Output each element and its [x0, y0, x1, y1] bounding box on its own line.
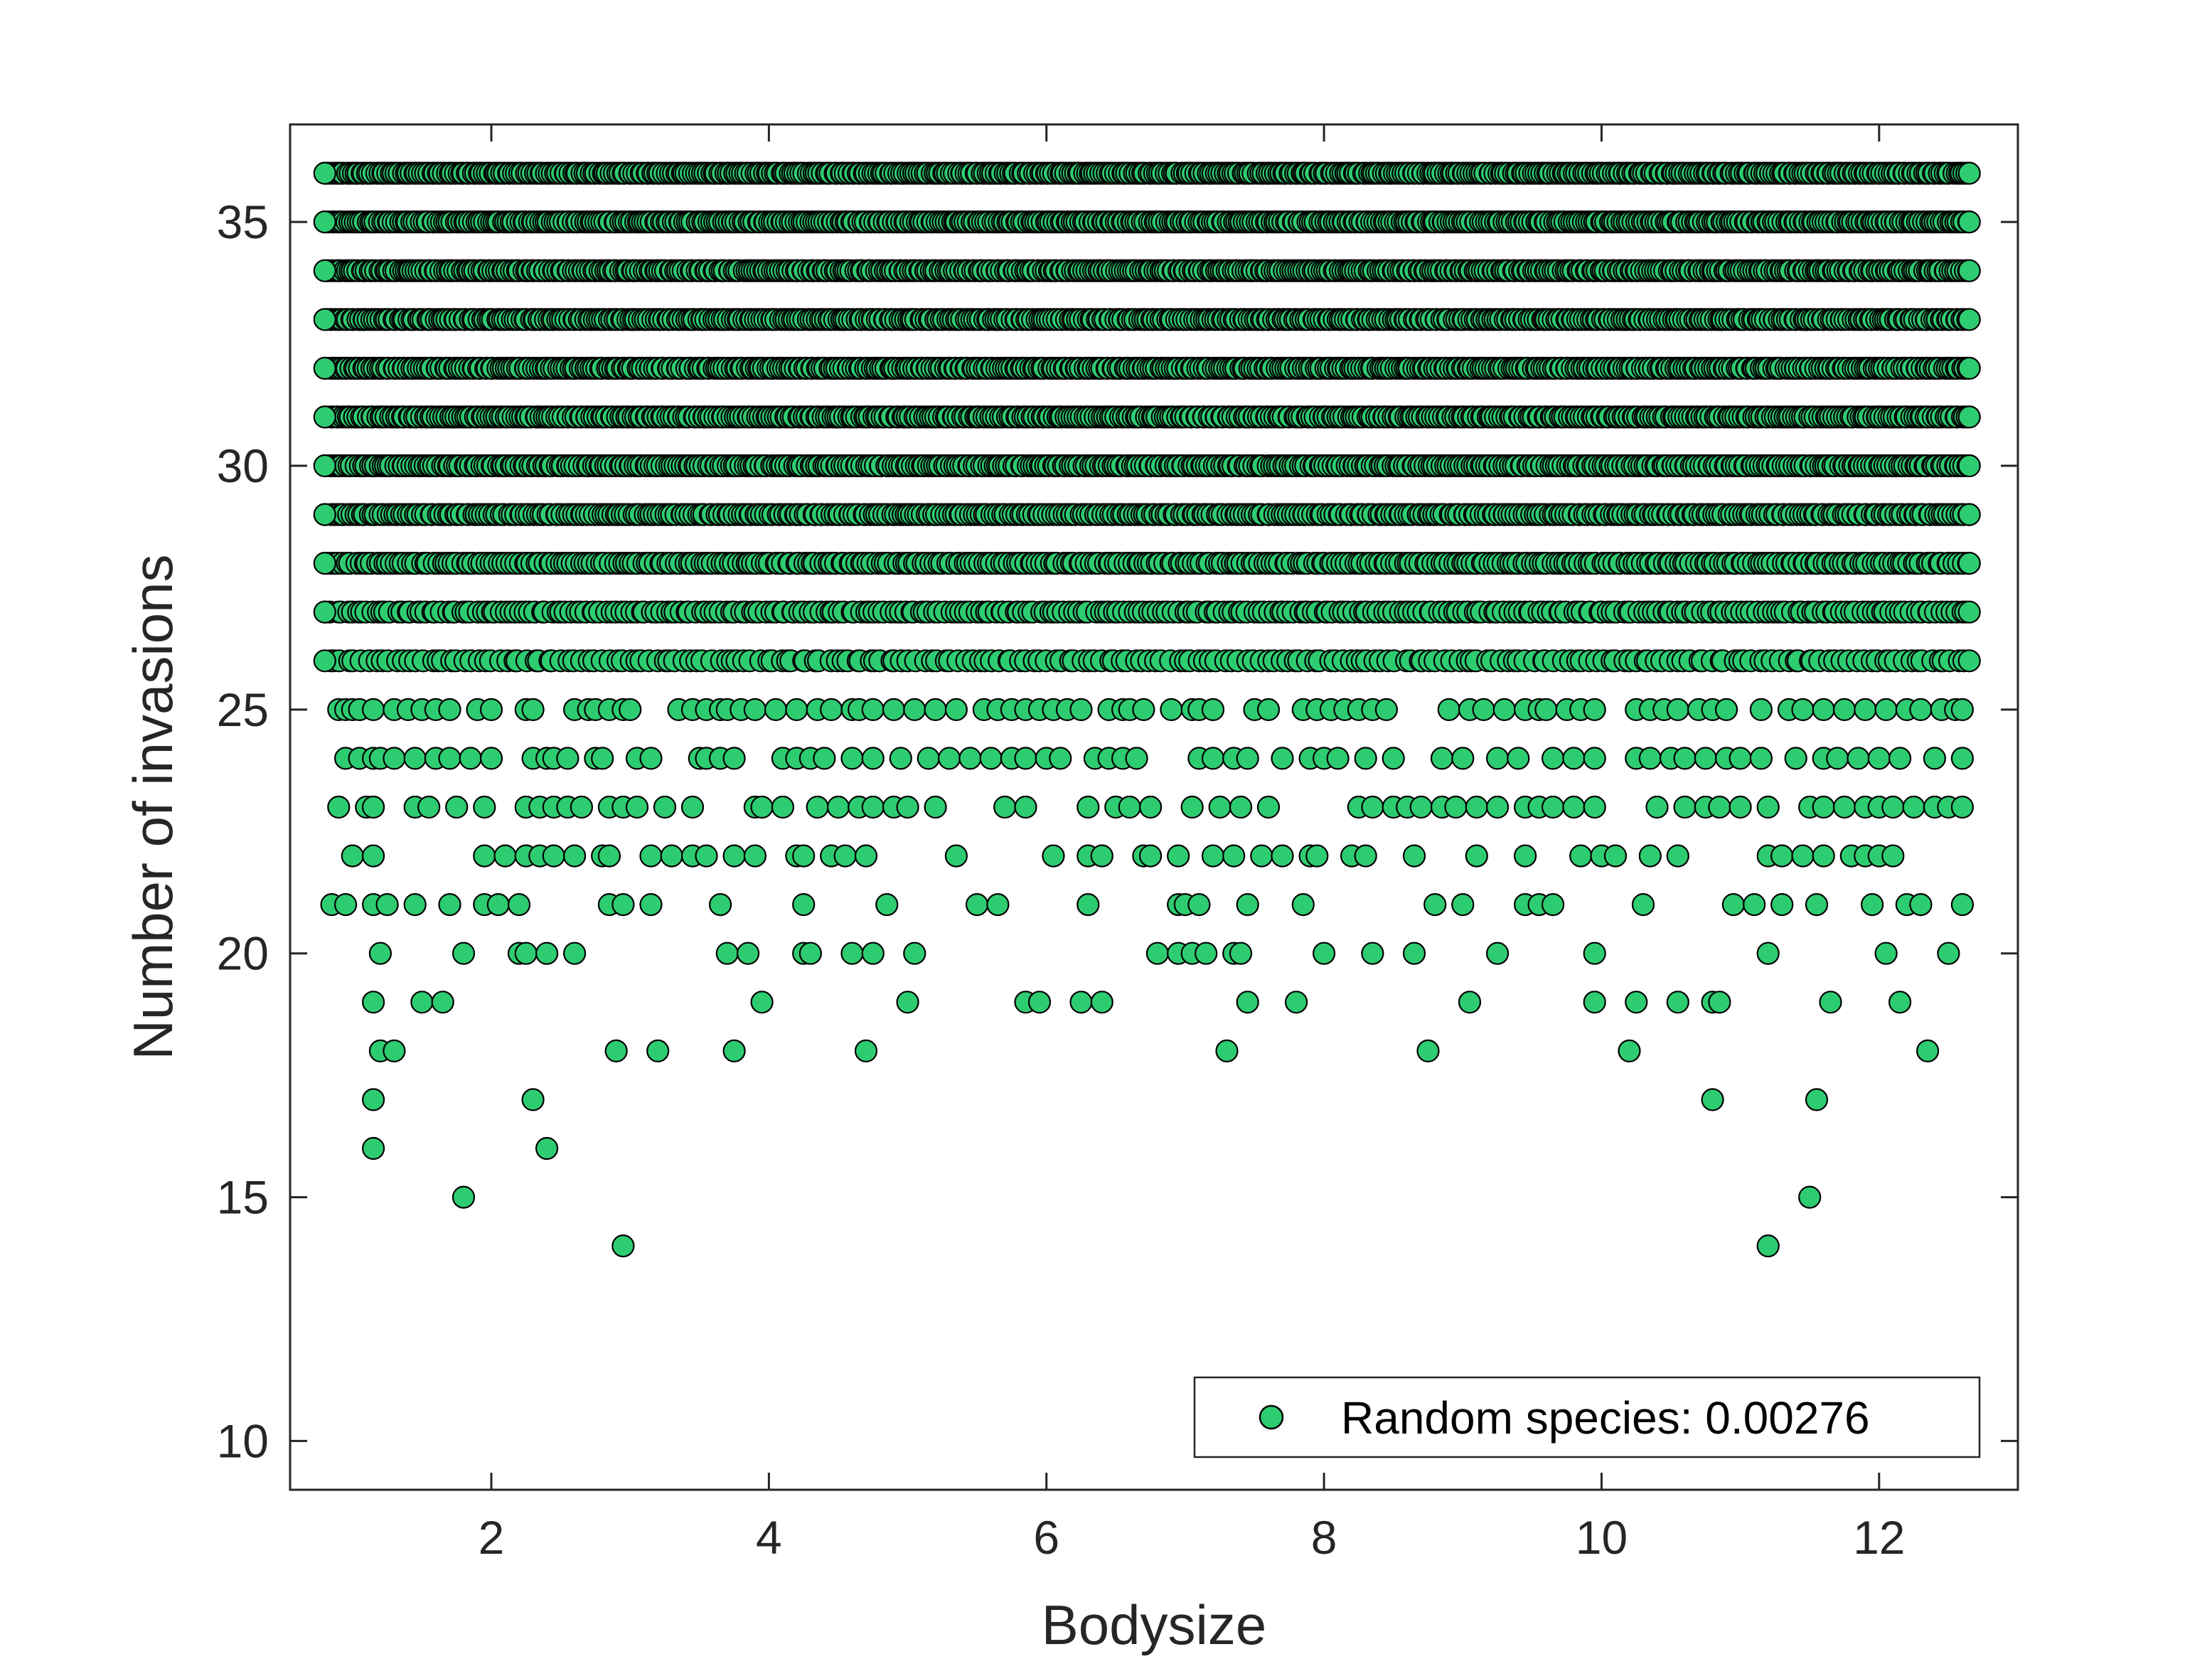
data-point-34 [313, 259, 336, 282]
data-points [313, 161, 1981, 1258]
data-point-32 [313, 356, 336, 380]
data-point-33 [1957, 308, 1981, 331]
data-point-29 [1957, 503, 1981, 526]
data-point-30 [313, 454, 336, 478]
data-point-31 [1957, 405, 1981, 429]
data-point-27 [1957, 600, 1981, 624]
data-point-36 [1957, 161, 1981, 185]
data-point-34 [1957, 259, 1981, 282]
data-point-29 [313, 503, 336, 526]
data-point-35 [1957, 210, 1981, 234]
data-point-31 [313, 405, 336, 429]
data-point-28 [1957, 551, 1981, 575]
data-point-36 [313, 161, 336, 185]
data-point-35 [313, 210, 336, 234]
data-point-33 [313, 308, 336, 331]
data-point-27 [313, 600, 336, 624]
data-point-32 [1957, 356, 1981, 380]
data-point-30 [1957, 454, 1981, 478]
data-point-28 [313, 551, 336, 575]
